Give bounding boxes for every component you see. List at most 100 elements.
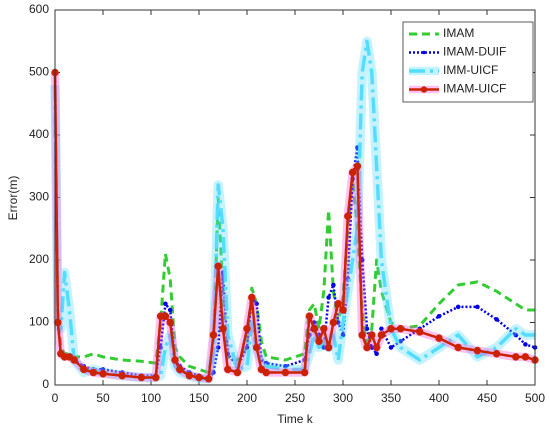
y-tick-label: 600 [29, 2, 49, 16]
x-tick-label: 250 [285, 391, 305, 405]
marker [358, 331, 366, 339]
y-tick-label: 400 [29, 127, 49, 141]
marker [320, 325, 328, 333]
marker [353, 162, 362, 170]
marker [195, 373, 203, 382]
marker [513, 332, 519, 338]
x-tick-label: 300 [333, 391, 353, 405]
marker [372, 343, 381, 352]
x-tick-label: 400 [429, 391, 449, 405]
marker [54, 318, 62, 327]
marker [324, 343, 333, 352]
marker [89, 368, 98, 377]
marker [329, 318, 338, 327]
plot-frame [54, 9, 536, 386]
x-tick-label: 200 [237, 391, 257, 405]
series-line [53, 39, 535, 381]
x-tick-label: 0 [52, 391, 59, 405]
marker [215, 345, 221, 350]
x-tick-label: 500 [525, 391, 545, 405]
marker [224, 365, 232, 374]
marker [473, 346, 482, 355]
marker [435, 334, 443, 342]
legend-label: IMAM-UICF [443, 82, 506, 96]
marker [388, 345, 394, 350]
marker [161, 312, 170, 320]
y-tick-label: 100 [29, 315, 49, 329]
marker [368, 331, 376, 339]
marker [344, 212, 352, 220]
marker [262, 368, 270, 377]
marker [512, 353, 520, 361]
marker [326, 295, 331, 300]
legend-marker [422, 50, 426, 55]
marker [387, 325, 395, 333]
marker [315, 337, 323, 345]
marker [521, 353, 530, 361]
legend-label: IMM-UICF [443, 63, 498, 77]
marker [209, 331, 218, 339]
y-tick-label: 300 [29, 190, 49, 204]
marker [396, 325, 405, 333]
marker [364, 326, 370, 332]
marker [204, 375, 213, 383]
x-tick-label: 450 [477, 391, 497, 405]
marker [176, 365, 184, 374]
marker [244, 345, 250, 350]
marker [248, 293, 256, 302]
marker [70, 356, 78, 364]
marker [167, 307, 173, 313]
marker [436, 313, 442, 319]
marker [281, 368, 290, 377]
marker [80, 365, 88, 374]
marker [211, 370, 216, 375]
marker [219, 325, 227, 333]
marker [243, 325, 251, 333]
marker [171, 356, 179, 364]
marker [523, 342, 528, 347]
marker [492, 350, 501, 358]
marker [254, 301, 259, 307]
marker [152, 373, 160, 382]
y-tick-label: 0 [42, 377, 49, 391]
x-tick-label: 100 [141, 391, 161, 405]
legend-marker [420, 86, 428, 93]
marker [166, 318, 174, 327]
marker [377, 331, 386, 339]
marker [300, 368, 309, 377]
marker [233, 368, 242, 377]
y-tick-label: 500 [29, 65, 49, 79]
marker [348, 168, 357, 177]
marker [455, 304, 461, 310]
marker [118, 371, 126, 380]
marker [454, 343, 462, 352]
x-axis-label: Time k [277, 412, 314, 426]
x-tick-label: 350 [381, 391, 401, 405]
marker [374, 351, 379, 357]
marker [334, 300, 342, 308]
marker [379, 326, 384, 332]
marker [416, 328, 424, 336]
marker [99, 370, 107, 378]
marker [214, 262, 222, 270]
series-line [53, 72, 536, 381]
marker [331, 282, 336, 288]
marker [339, 306, 347, 314]
marker [163, 301, 168, 307]
marker [137, 373, 146, 382]
x-tick-label: 150 [189, 391, 209, 405]
y-tick-label: 200 [29, 252, 49, 266]
legend-label: IMAM [443, 26, 474, 40]
marker [185, 371, 194, 380]
marker [363, 343, 371, 352]
marker [310, 325, 318, 333]
y-axis-label: Error(m) [6, 176, 20, 221]
marker [494, 317, 499, 322]
marker [305, 312, 314, 320]
marker [252, 343, 261, 352]
legend-label: IMAM-DUIF [443, 45, 506, 59]
marker [340, 332, 346, 338]
x-tick-label: 50 [96, 391, 110, 405]
marker [475, 304, 480, 310]
